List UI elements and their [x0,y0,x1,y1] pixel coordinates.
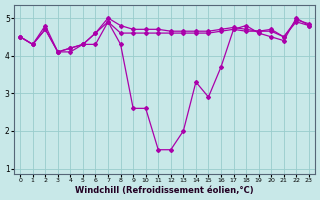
X-axis label: Windchill (Refroidissement éolien,°C): Windchill (Refroidissement éolien,°C) [75,186,254,195]
